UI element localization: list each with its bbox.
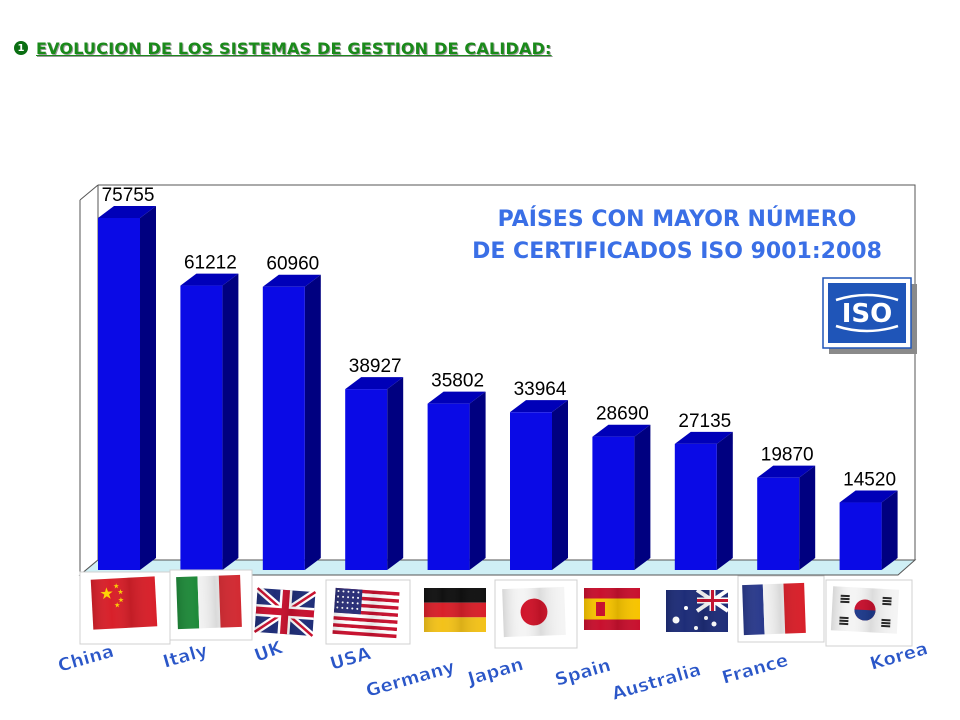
bar-side xyxy=(304,274,321,570)
bar-front xyxy=(757,477,800,570)
bar-japan xyxy=(510,400,568,570)
uk-flag xyxy=(252,585,318,639)
category-label-germany: Germany xyxy=(364,656,458,701)
numbered-bullet-icon: 1 xyxy=(14,41,28,55)
bar-front xyxy=(345,389,388,570)
value-label-italy: 61212 xyxy=(184,253,237,274)
bar-spain xyxy=(592,424,651,570)
value-label-china: 75755 xyxy=(102,185,155,206)
bar-top xyxy=(345,377,404,390)
chart-title-line-2: DE CERTIFICADOS ISO 9001:2008 xyxy=(472,239,882,264)
value-label-france: 19870 xyxy=(761,445,814,466)
bar-side xyxy=(716,431,733,570)
bar-top xyxy=(180,273,239,286)
china-flag: ★★★★★ xyxy=(90,576,158,630)
category-label-australia: Australia xyxy=(610,659,704,704)
category-label-france: France xyxy=(720,650,791,689)
bar-top xyxy=(427,391,486,404)
usa-flag xyxy=(332,587,400,639)
bar-side xyxy=(881,490,898,570)
heading-text: EVOLUCION DE LOS SISTEMAS DE GESTION DE … xyxy=(36,38,552,58)
bar-side xyxy=(634,424,651,570)
spain-flag xyxy=(584,588,640,630)
iso-logo: ISO xyxy=(822,277,917,354)
bar-france xyxy=(757,465,816,570)
value-label-usa: 38927 xyxy=(349,356,402,377)
bar-usa xyxy=(345,377,404,570)
value-label-korea: 14520 xyxy=(843,470,896,491)
category-label-uk: UK xyxy=(252,637,287,667)
value-label-spain: 28690 xyxy=(596,404,649,425)
italy-flag xyxy=(176,574,242,630)
slide-heading: 1 EVOLUCION DE LOS SISTEMAS DE GESTION D… xyxy=(14,36,552,60)
bar-front xyxy=(427,403,470,570)
category-label-china: China xyxy=(56,641,117,677)
value-label-australia: 27135 xyxy=(678,411,731,432)
iso-logo-text: ISO xyxy=(842,299,893,329)
bar-front xyxy=(180,285,223,570)
bar-top xyxy=(510,400,568,413)
bar-side xyxy=(222,273,239,570)
bar-top xyxy=(757,465,816,478)
bar-side xyxy=(140,206,156,570)
bar-australia xyxy=(674,431,733,570)
bar-side xyxy=(387,377,404,570)
category-label-italy: Italy xyxy=(161,640,211,673)
bar-side xyxy=(552,400,568,570)
bar-front xyxy=(98,218,140,570)
bar-front xyxy=(839,502,882,570)
iso-logo-background xyxy=(828,283,906,343)
bar-top xyxy=(262,274,321,287)
bar-top xyxy=(98,206,156,218)
bar-front xyxy=(674,443,717,570)
bar-series xyxy=(98,206,898,570)
bar-uk xyxy=(262,274,321,570)
category-label-spain: Spain xyxy=(553,655,614,691)
category-label-usa: USA xyxy=(328,643,374,675)
germany-flag xyxy=(424,588,486,632)
bar-front xyxy=(592,436,635,570)
chart-title-line-1: PAÍSES CON MAYOR NÚMERO xyxy=(498,206,857,232)
korea-flag xyxy=(830,586,900,634)
japan-flag xyxy=(502,586,566,638)
france-flag xyxy=(742,582,806,636)
bar-top xyxy=(674,431,733,444)
bar-italy xyxy=(180,273,239,570)
bar-top xyxy=(839,490,898,503)
value-label-japan: 33964 xyxy=(514,379,567,400)
bar-front xyxy=(262,286,305,570)
bar-side xyxy=(799,465,816,570)
bar-china xyxy=(98,206,156,570)
bar-front xyxy=(510,412,552,570)
bar-korea xyxy=(839,490,898,570)
value-label-uk: 60960 xyxy=(266,254,319,275)
australia-flag xyxy=(666,588,730,632)
bar-side xyxy=(469,391,486,570)
bar-top xyxy=(592,424,651,437)
bar-germany xyxy=(427,391,486,570)
flag-row: ★★★★★ xyxy=(79,569,913,649)
category-label-japan: Japan xyxy=(464,654,526,690)
value-labels: 75755 61212 60960 38927 35802 33964 28690 27135… xyxy=(102,185,896,491)
value-label-germany: 35802 xyxy=(431,371,484,392)
